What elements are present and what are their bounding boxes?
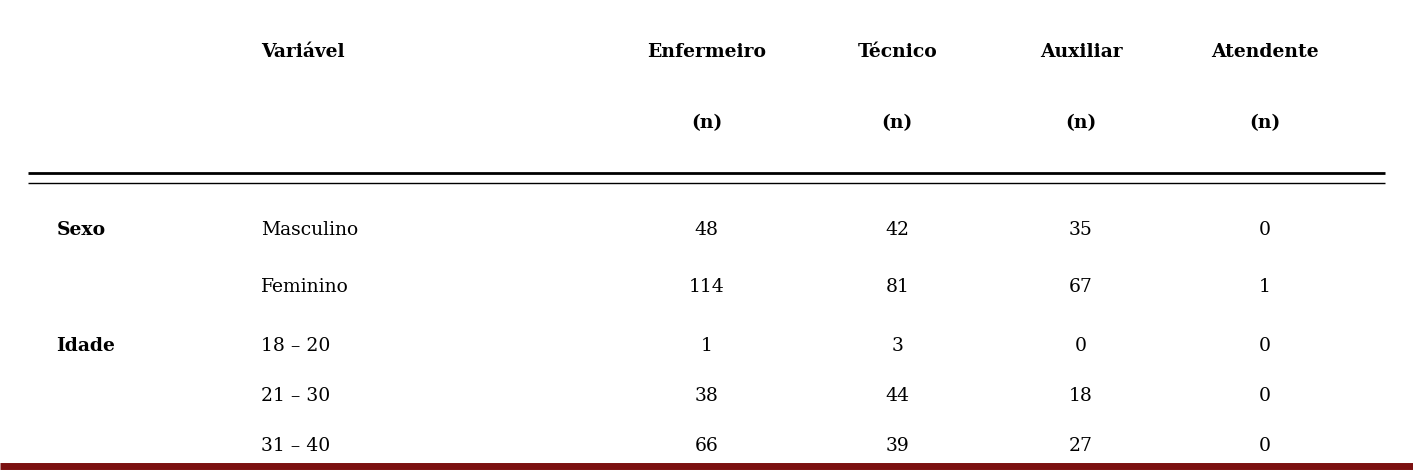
Text: 3: 3 [892,337,903,355]
Text: 67: 67 [1070,278,1092,296]
Text: 38: 38 [695,387,718,405]
Text: Técnico: Técnico [858,43,937,61]
Text: 1: 1 [701,337,712,355]
Text: 1: 1 [1259,278,1270,296]
Text: 31 – 40: 31 – 40 [261,437,331,455]
Text: (n): (n) [1065,114,1096,132]
Text: 44: 44 [886,387,909,405]
Text: 18 – 20: 18 – 20 [261,337,331,355]
Text: (n): (n) [1249,114,1280,132]
Text: 21 – 30: 21 – 30 [261,387,331,405]
Text: 0: 0 [1259,437,1270,455]
Text: 42: 42 [886,221,909,239]
Text: 0: 0 [1259,337,1270,355]
Text: (n): (n) [691,114,722,132]
Text: 66: 66 [695,437,718,455]
Text: 39: 39 [886,437,909,455]
Text: Sexo: Sexo [57,221,106,239]
Text: Feminino: Feminino [261,278,349,296]
Text: 0: 0 [1259,221,1270,239]
Text: 0: 0 [1259,387,1270,405]
Text: 81: 81 [886,278,909,296]
Text: Atendente: Atendente [1211,43,1318,61]
Text: 18: 18 [1070,387,1092,405]
Text: 27: 27 [1070,437,1092,455]
Text: Auxiliar: Auxiliar [1040,43,1122,61]
Text: 0: 0 [1075,337,1087,355]
Text: 114: 114 [688,278,725,296]
Text: Masculino: Masculino [261,221,359,239]
Text: Variável: Variável [261,43,345,61]
Text: Enfermeiro: Enfermeiro [647,43,766,61]
Text: Idade: Idade [57,337,116,355]
Text: (n): (n) [882,114,913,132]
Text: 48: 48 [695,221,718,239]
Text: 35: 35 [1070,221,1092,239]
